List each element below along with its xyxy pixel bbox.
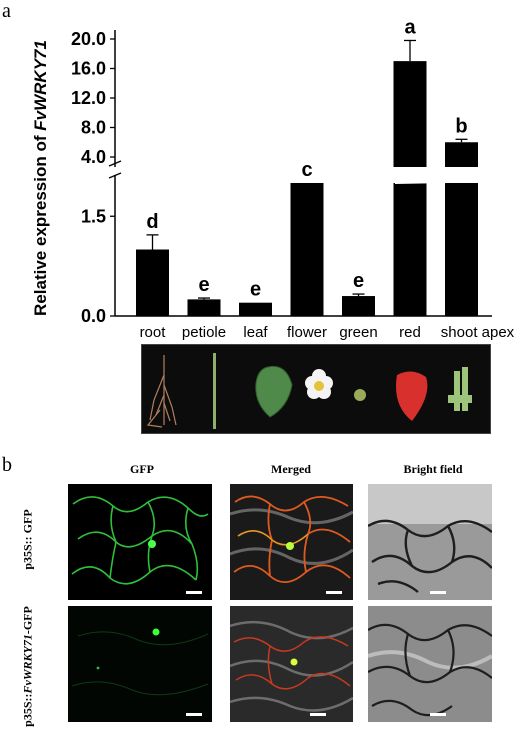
category-label: flower [287,324,327,340]
significance-letter: c [301,159,312,181]
red-fruit-photo [396,371,428,421]
green-fruit-photo [354,389,366,401]
bar-break-gap [395,170,500,184]
bars [136,39,500,316]
y-tick: 4.0 [81,147,115,167]
scale-bar [430,591,446,594]
category-label: petiole [182,324,226,340]
error-bar [455,138,468,143]
y-tick: 12.0 [71,88,115,108]
y-tick-label: 1.5 [81,206,106,226]
y-tick-label: 20.0 [71,29,106,49]
significance-letter: e [353,270,364,292]
category-label: shoot apex [441,324,515,340]
column-header-bright-field: Bright field [403,462,463,476]
scale-bar [310,713,326,716]
category-label: leaf [243,324,268,340]
micrograph-gfp-control [68,484,212,600]
panel-b-label: b [2,454,12,476]
y-tick-label: 8.0 [81,118,106,138]
scale-bar [430,713,446,716]
y-axis-label: Relative expression of FvWRKY71 [31,40,50,316]
y-tick: 8.0 [81,118,115,138]
y-tick: 0.0 [81,306,115,326]
significance-letter: b [455,115,467,137]
category-labels: root petiole leaf flower green red shoot apex [140,324,515,340]
bar-root [136,234,169,316]
bar-chart: Relative expression of FvWRKY71 4.0 8.0 12… [31,16,515,340]
axis-break-mark [108,160,122,179]
flower-photo [305,369,333,399]
tissue-photo-strip [141,344,491,434]
row-label-gfp: p35S:: GFP [20,509,35,570]
column-header-merged: Merged [271,462,311,476]
error-bar [198,297,210,300]
significance-letter: e [250,279,261,301]
shoot-apex-photo [448,367,472,411]
bar-green [342,293,375,316]
error-bar [404,39,416,62]
tissue-photos [146,353,472,429]
y-tick-label: 4.0 [81,147,106,167]
panel-a-label: a [2,0,11,22]
y-tick-label: 12.0 [71,88,106,108]
leaf-photo [255,365,293,418]
scale-bar [326,591,342,594]
bar-leaf [239,302,272,316]
category-label: root [140,324,167,340]
bar-petiole [187,297,221,316]
micrograph-bright-control [368,484,492,600]
y-tick-label: 0.0 [81,306,106,326]
micrograph-gfp-fvwrky71 [68,606,212,722]
category-label: green [339,324,377,340]
micrograph-merged-fvwrky71 [230,606,353,722]
y-ticks: 4.0 8.0 12.0 16.0 20.0 0.0 1.5 [71,29,115,326]
significance-letter: a [404,16,416,38]
micrograph-merged-control [230,484,353,600]
micrograph-bright-fvwrky71 [368,606,492,722]
petiole-photo [213,353,216,429]
scale-bar [186,591,202,594]
y-tick-label: 16.0 [71,59,106,79]
bar-flower [290,183,324,316]
bar-shoot-apex [445,138,478,316]
y-tick: 1.5 [81,206,115,226]
y-tick: 16.0 [71,59,115,79]
bar-red [393,39,427,316]
error-bar [146,234,159,250]
significance-letters: d e e c e a b [146,16,467,300]
row-label-fvwrky71-gfp: p35S::FvWRKY71-GFP [20,606,35,727]
y-tick: 20.0 [71,29,115,49]
significance-letter: e [198,274,209,296]
root-photo [146,355,177,428]
column-header-gfp: GFP [130,462,154,476]
significance-letter: d [146,211,158,233]
scale-bar [186,713,202,716]
y-axis-label-text: Relative expression of FvWRKY71 [31,40,50,316]
error-bar [352,293,365,297]
category-label: red [399,324,421,340]
